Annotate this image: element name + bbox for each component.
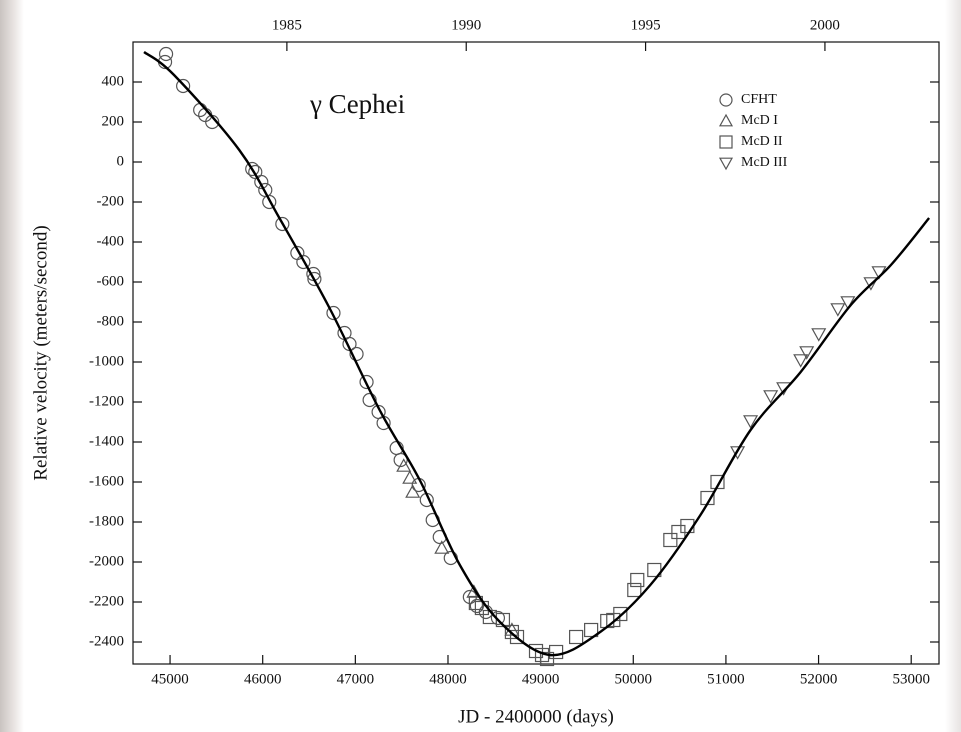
marker-square <box>647 562 662 578</box>
marker-circle <box>307 271 322 287</box>
marker-circle <box>245 161 260 177</box>
marker-triangle <box>405 484 421 498</box>
y-tick-label: -1600 <box>89 473 124 489</box>
marker-circle <box>275 216 290 232</box>
marker-circle <box>359 374 374 390</box>
y-tick-label: -2200 <box>89 593 124 609</box>
marker-square <box>630 572 645 588</box>
marker-triangle-down <box>811 328 827 342</box>
legend-label: CFHT <box>741 92 777 107</box>
marker-circle <box>362 392 377 408</box>
marker-circle <box>296 254 311 270</box>
legend-label: McD I <box>741 113 778 128</box>
marker-circle <box>719 93 733 107</box>
marker-circle <box>326 305 341 321</box>
y-tick-label: -200 <box>97 193 125 209</box>
y-tick-label: -2400 <box>89 633 124 649</box>
y-tick-label: -1400 <box>89 433 124 449</box>
marker-square <box>504 624 520 640</box>
marker-circle <box>490 610 506 626</box>
y-tick-label: -600 <box>97 273 125 289</box>
marker-triangle-down <box>730 446 746 460</box>
y-tick-label: 400 <box>102 73 125 89</box>
marker-triangle-down <box>743 415 759 429</box>
y-axis-label: Relative velocity (meters/second) <box>30 225 51 480</box>
x-axis-label: JD - 2400000 (days) <box>458 706 614 727</box>
marker-circle <box>393 452 408 468</box>
legend-label: McD III <box>741 155 788 170</box>
x2-tick-label: 1985 <box>272 17 302 33</box>
marker-square <box>549 644 564 660</box>
marker-triangle-down <box>840 296 856 310</box>
marker-triangle-down <box>793 354 809 368</box>
marker-square <box>663 532 678 548</box>
x-tick-label: 45000 <box>151 671 189 687</box>
x-tick-label: 47000 <box>337 671 375 687</box>
marker-triangle <box>396 458 412 472</box>
y-tick-label: -2000 <box>89 553 124 569</box>
marker-triangle <box>402 470 418 484</box>
marker-triangle-down <box>799 346 815 360</box>
marker-triangle-down <box>863 277 879 291</box>
marker-circle <box>176 78 191 94</box>
x-tick-label: 53000 <box>892 671 930 687</box>
marker-triangle-down <box>763 390 779 404</box>
marker-triangle <box>434 540 450 554</box>
x-tick-label: 49000 <box>522 671 560 687</box>
marker-circle <box>254 174 269 190</box>
marker-triangle-down <box>718 157 734 171</box>
y-tick-label: 0 <box>117 153 125 169</box>
plot-frame <box>132 41 940 665</box>
x-tick-label: 52000 <box>800 671 838 687</box>
marker-square <box>613 606 628 622</box>
chart-title: γ Cephei <box>309 89 405 119</box>
y-tick-label: -400 <box>97 233 125 249</box>
marker-triangle <box>718 113 734 127</box>
y-tick-label: 200 <box>102 113 125 129</box>
x2-tick-label: 1995 <box>631 17 661 33</box>
x-tick-label: 50000 <box>615 671 653 687</box>
y-tick-label: -800 <box>97 313 125 329</box>
y-tick-label: -1800 <box>89 513 124 529</box>
marker-circle <box>262 194 277 210</box>
x-tick-label: 51000 <box>707 671 745 687</box>
marker-square <box>584 622 599 638</box>
y-tick-label: -1000 <box>89 353 124 369</box>
marker-square <box>627 582 642 598</box>
x-tick-label: 48000 <box>429 671 467 687</box>
marker-triangle-down <box>830 303 846 317</box>
y-tick-label: -1200 <box>89 393 124 409</box>
x2-tick-label: 1990 <box>451 17 481 33</box>
fit-line <box>143 51 931 657</box>
marker-square <box>509 629 525 645</box>
x2-tick-label: 2000 <box>810 17 840 33</box>
marker-circle <box>158 46 174 62</box>
legend-label: McD II <box>741 134 783 149</box>
x-tick-label: 46000 <box>244 671 282 687</box>
marker-square <box>569 629 584 645</box>
marker-square <box>719 135 733 149</box>
